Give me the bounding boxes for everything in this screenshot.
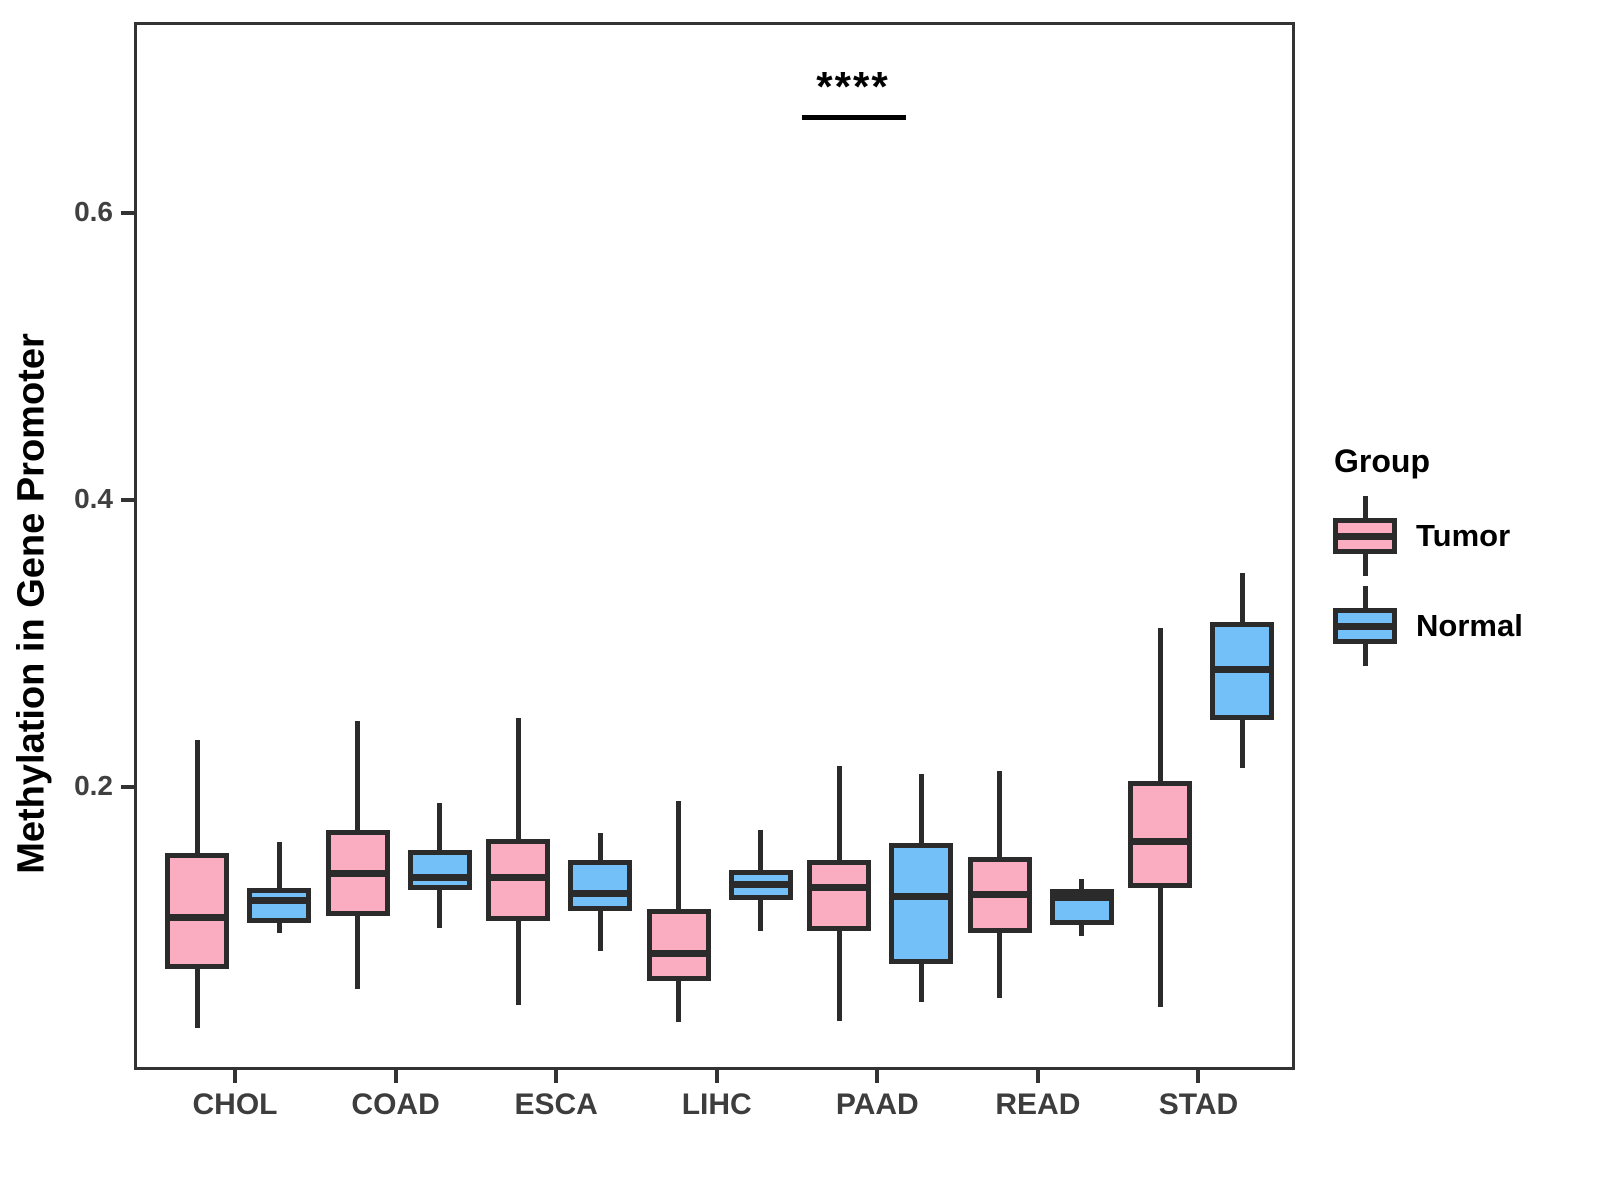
- box-ESCA-Normal: [568, 860, 633, 911]
- x-tick-label-ESCA: ESCA: [514, 1088, 598, 1121]
- y-tick-mark-0.4: [121, 498, 134, 502]
- x-tick-label-COAD: COAD: [351, 1088, 440, 1121]
- significance-bar: [802, 115, 906, 120]
- x-tick-mark-LIHC: [714, 1070, 719, 1083]
- median-PAAD-Normal: [889, 892, 954, 900]
- box-COAD-Normal: [407, 850, 472, 891]
- whisker-CHOL-Normal: [276, 841, 282, 934]
- legend-item-tumor: Tumor: [1332, 496, 1523, 576]
- median-ESCA-Normal: [568, 889, 633, 897]
- median-LIHC-Tumor: [646, 950, 711, 958]
- x-tick-label-PAAD: PAAD: [835, 1088, 919, 1121]
- median-LIHC-Normal: [728, 881, 793, 889]
- median-ESCA-Tumor: [486, 874, 551, 882]
- legend: Group Tumor Normal: [1332, 443, 1523, 676]
- median-COAD-Normal: [407, 874, 472, 882]
- y-tick-mark-0.2: [121, 785, 134, 789]
- y-tick-mark-0.6: [121, 211, 134, 215]
- legend-label-normal: Normal: [1416, 608, 1523, 643]
- median-PAAD-Tumor: [807, 884, 872, 892]
- y-tick-label-0.4: 0.4: [74, 483, 113, 514]
- median-CHOL-Normal: [247, 896, 311, 904]
- box-CHOL-Normal: [247, 887, 311, 924]
- box-PAAD-Tumor: [807, 860, 872, 931]
- x-tick-mark-COAD: [393, 1070, 398, 1083]
- median-COAD-Tumor: [325, 869, 390, 877]
- legend-title: Group: [1334, 443, 1430, 479]
- box-CHOL-Tumor: [165, 853, 229, 970]
- legend-label-tumor: Tumor: [1416, 518, 1511, 553]
- x-tick-mark-ESCA: [554, 1070, 559, 1083]
- median-READ-Tumor: [967, 891, 1032, 899]
- box-PAAD-Normal: [889, 843, 954, 964]
- x-tick-mark-CHOL: [233, 1070, 237, 1083]
- x-tick-mark-READ: [1035, 1070, 1040, 1083]
- y-tick-label-0.6: 0.6: [74, 196, 113, 227]
- legend-boxplot-icon-tumor: [1332, 496, 1398, 576]
- median-READ-Normal: [1049, 894, 1114, 902]
- x-tick-label-STAD: STAD: [1158, 1088, 1239, 1121]
- plot-panel: ****: [134, 22, 1295, 1070]
- x-tick-label-LIHC: LIHC: [681, 1088, 752, 1121]
- legend-item-normal: Normal: [1332, 586, 1523, 666]
- legend-boxplot-icon-normal: [1332, 586, 1398, 666]
- median-CHOL-Tumor: [165, 914, 229, 922]
- significance-asterisks: ****: [816, 63, 890, 110]
- y-tick-label-0.2: 0.2: [74, 770, 113, 801]
- x-tick-mark-PAAD: [875, 1070, 880, 1083]
- x-tick-label-READ: READ: [995, 1088, 1081, 1121]
- box-STAD-Tumor: [1128, 781, 1193, 888]
- median-STAD-Tumor: [1128, 838, 1193, 846]
- x-tick-mark-STAD: [1196, 1070, 1201, 1083]
- x-tick-label-CHOL: CHOL: [192, 1088, 278, 1121]
- box-LIHC-Tumor: [646, 909, 711, 981]
- median-STAD-Normal: [1210, 665, 1275, 673]
